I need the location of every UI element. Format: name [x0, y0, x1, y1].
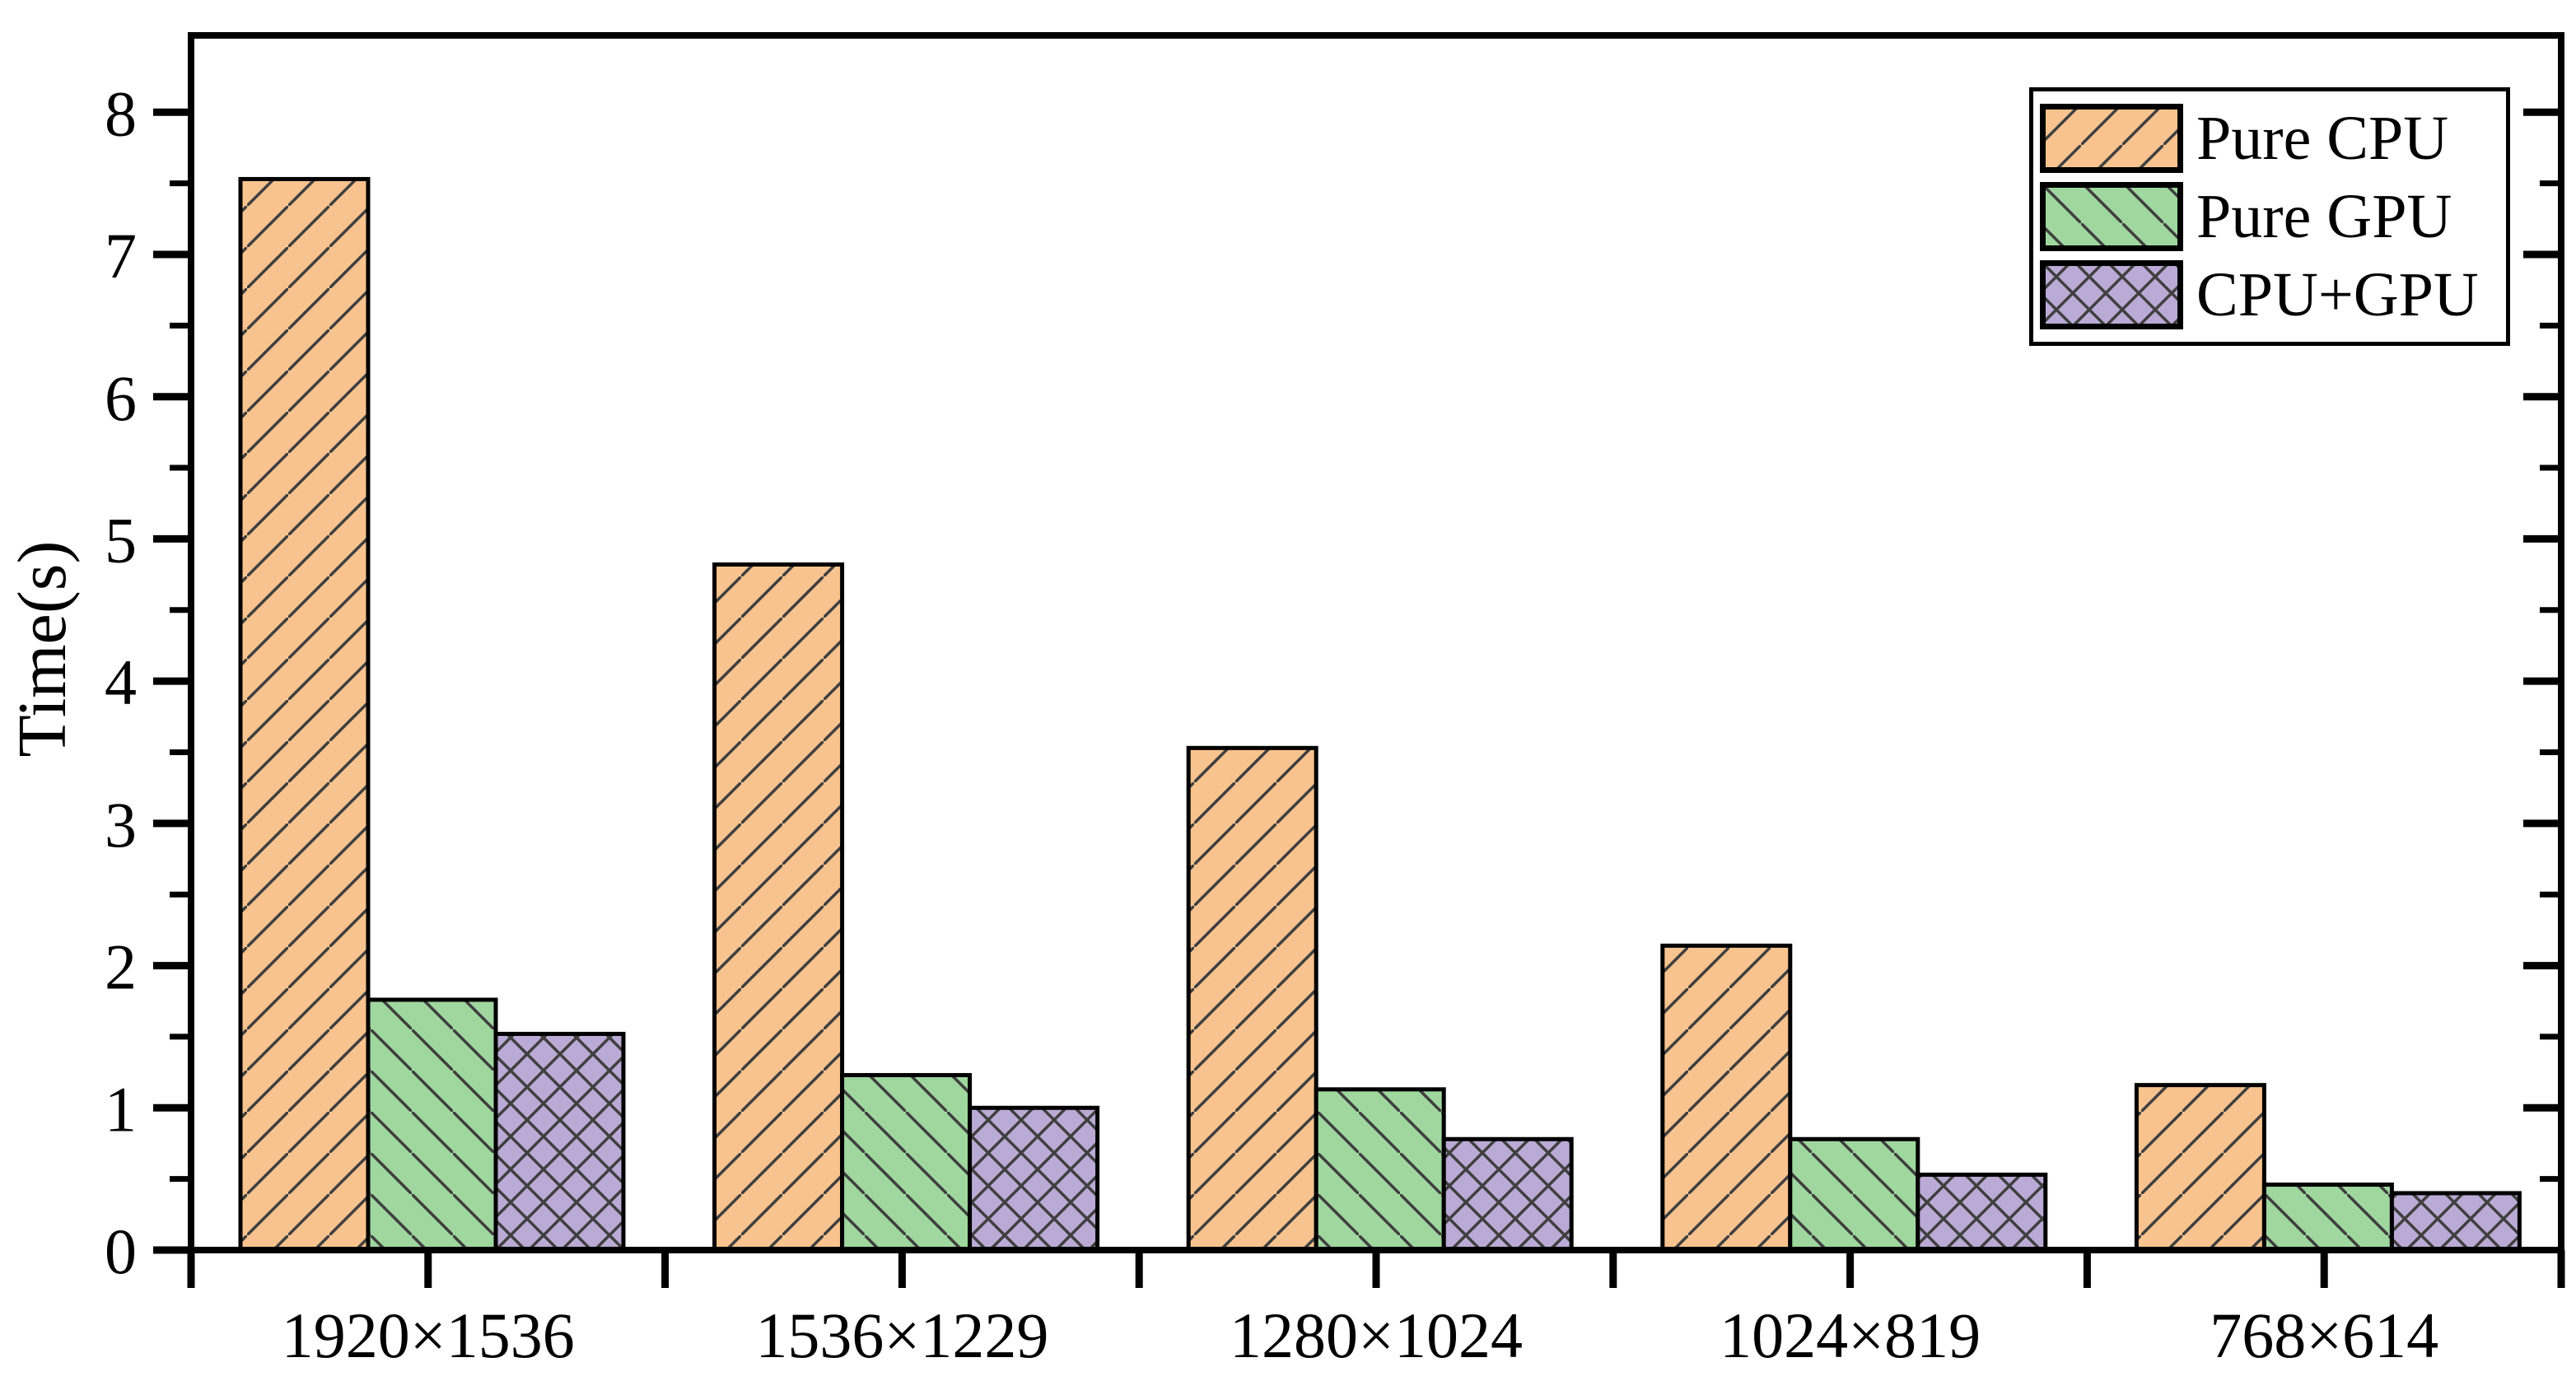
legend-entry-cpu-gpu: CPU+GPU — [2040, 260, 2506, 329]
legend-swatch-pure-cpu — [2040, 104, 2183, 173]
bar-pure-cpu-1280x1024 — [1186, 745, 1318, 1253]
legend-label-pure-cpu: Pure CPU — [2196, 104, 2449, 173]
bars-layer — [238, 176, 2522, 1253]
legend: Pure CPU Pure GPU CPU+GPU — [2029, 87, 2510, 346]
legend-label-pure-gpu: Pure GPU — [2196, 182, 2452, 251]
bar-cpu-gpu-1280x1024 — [1441, 1136, 1574, 1253]
legend-entry-pure-gpu: Pure GPU — [2040, 182, 2506, 251]
bar-pure-gpu-1024x819 — [1788, 1136, 1920, 1253]
y-tick-label: 5 — [105, 504, 137, 576]
bar-cpu-gpu-1024x819 — [1916, 1172, 2048, 1253]
legend-label-cpu-gpu: CPU+GPU — [2196, 260, 2479, 329]
legend-swatch-pure-gpu — [2040, 182, 2183, 251]
bar-pure-gpu-768x614 — [2261, 1183, 2394, 1253]
y-tick-label: 4 — [105, 646, 137, 718]
legend-swatch-cpu-gpu — [2040, 260, 2183, 329]
y-axis-title: Time(s) — [4, 540, 81, 758]
y-tick-label: 3 — [105, 789, 137, 861]
bar-pure-cpu-1920x1536 — [238, 176, 371, 1253]
x-category-label: 1536×1229 — [755, 1299, 1049, 1371]
y-tick-labels: 0 1 2 3 4 5 6 7 8 — [105, 77, 137, 1287]
y-tick-label: 0 — [105, 1215, 137, 1287]
bar-pure-gpu-1536x1229 — [840, 1073, 973, 1253]
x-category-label: 768×614 — [2210, 1299, 2439, 1371]
x-category-label: 1280×1024 — [1230, 1299, 1523, 1371]
bar-cpu-gpu-768x614 — [2389, 1191, 2522, 1253]
y-tick-label: 8 — [105, 77, 137, 149]
bar-pure-gpu-1920x1536 — [366, 997, 498, 1253]
y-tick-label: 7 — [105, 220, 137, 292]
y-tick-label: 2 — [105, 931, 137, 1003]
axis-ticks — [153, 108, 2565, 1288]
y-tick-label: 1 — [105, 1073, 137, 1145]
bar-cpu-gpu-1536x1229 — [968, 1105, 1100, 1253]
bar-pure-gpu-1280x1024 — [1314, 1087, 1446, 1253]
bar-pure-cpu-1024x819 — [1660, 943, 1793, 1253]
legend-entry-pure-cpu: Pure CPU — [2040, 104, 2506, 173]
bar-pure-cpu-1536x1229 — [712, 562, 845, 1253]
y-tick-label: 6 — [105, 362, 137, 434]
x-category-label: 1024×819 — [1720, 1299, 1981, 1371]
x-category-label: 1920×1536 — [281, 1299, 575, 1371]
bar-cpu-gpu-1920x1536 — [493, 1031, 626, 1253]
bar-pure-cpu-768x614 — [2134, 1083, 2266, 1253]
